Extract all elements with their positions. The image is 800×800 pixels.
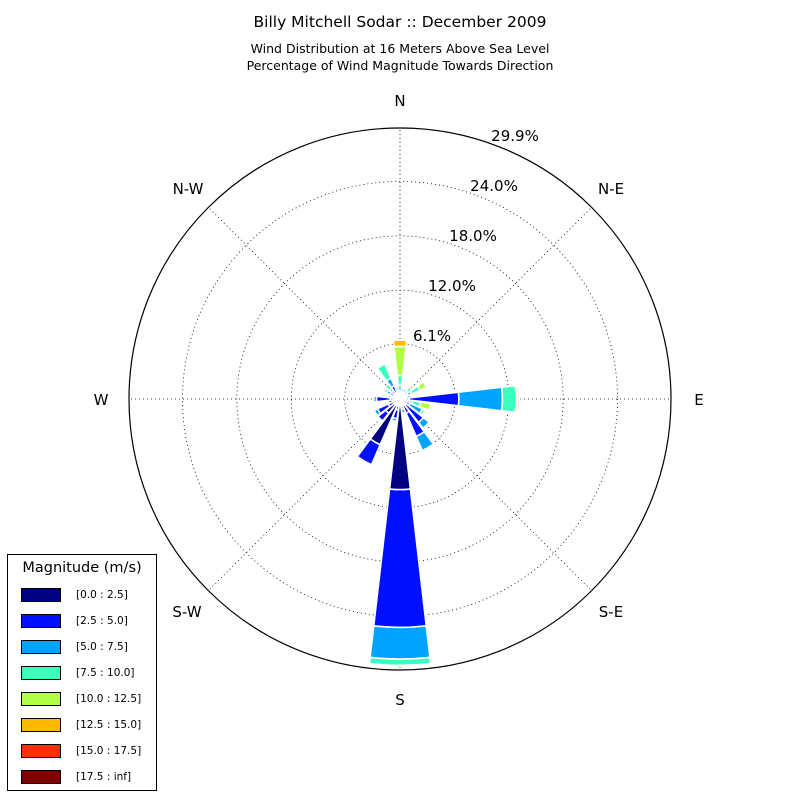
legend-swatch <box>21 718 61 732</box>
wind-bar-segment <box>422 380 429 389</box>
polar-frame <box>128 127 672 671</box>
direction-label: W <box>94 391 109 409</box>
axis-labels: 6.1% 12.0% 18.0% 24.0% 29.9% N N-E E S-E S S-W W N-W <box>94 92 704 709</box>
legend-swatch <box>21 770 61 784</box>
legend-label: [10.0 : 12.5] <box>76 693 142 705</box>
direction-label: N-W <box>173 180 204 198</box>
legend-label: [7.5 : 10.0] <box>76 667 135 679</box>
legend-swatch <box>21 692 61 706</box>
wind-bar-segment <box>392 339 408 348</box>
legend-swatch <box>21 744 61 758</box>
wind-bars <box>355 339 521 668</box>
legend-label: [15.0 : 17.5] <box>76 745 142 757</box>
wind-bar-segment <box>418 401 432 412</box>
wind-bar-segment <box>376 415 384 423</box>
chart-title: Billy Mitchell Sodar :: December 2009 <box>253 13 547 31</box>
legend-label: [12.5 : 15.0] <box>76 719 142 731</box>
direction-label: S <box>395 691 405 709</box>
wind-bar-segment <box>372 395 378 403</box>
wind-bar-segment <box>355 456 373 468</box>
direction-label: N <box>394 92 405 110</box>
direction-label: N-E <box>598 180 624 198</box>
wind-bar-segment <box>420 408 428 418</box>
direction-label: S-W <box>172 603 201 621</box>
legend-label: [5.0 : 7.5] <box>76 641 128 653</box>
angular-grid-line <box>399 398 592 591</box>
wind-bar-segment <box>368 662 432 668</box>
radial-tick-label: 6.1% <box>413 327 451 345</box>
legend-title: Magnitude (m/s) <box>22 560 142 576</box>
legend-swatch <box>21 640 61 654</box>
radial-grid-ring <box>182 181 618 617</box>
legend: Magnitude (m/s) [0.0 : 2.5] [2.5 : 5.0] … <box>7 554 157 791</box>
wind-bar-segment <box>421 442 436 454</box>
radial-tick-label: 29.9% <box>491 127 539 145</box>
wind-bar-segment <box>394 385 400 392</box>
wind-bar-segment <box>457 386 504 412</box>
radial-tick-label: 24.0% <box>470 177 518 195</box>
angular-grid-line <box>208 207 401 400</box>
radial-tick-label: 18.0% <box>449 227 497 245</box>
legend-swatch <box>21 614 61 628</box>
legend-swatch <box>21 666 61 680</box>
wind-bar-segment <box>500 384 517 414</box>
wind-bar-segment <box>516 384 521 414</box>
wind-bar-segment <box>372 488 428 629</box>
legend-label: [2.5 : 5.0] <box>76 615 128 627</box>
legend-label: [17.5 : inf] <box>76 771 132 783</box>
wind-bar-segment <box>396 374 404 387</box>
wind-bar-segment <box>393 345 407 377</box>
direction-label: E <box>694 391 703 409</box>
chart-subtitle-line-1: Wind Distribution at 16 Meters Above Sea… <box>250 41 550 56</box>
radial-tick-label: 12.0% <box>428 277 476 295</box>
direction-label: S-E <box>599 603 623 621</box>
legend-label: [0.0 : 2.5] <box>76 589 128 601</box>
wind-bar-segment <box>373 407 382 417</box>
wind-bar-segment <box>421 420 431 430</box>
angular-grid-line <box>208 398 401 591</box>
wind-bar-segment <box>369 625 431 660</box>
legend-swatch <box>21 588 61 602</box>
chart-subtitle-line-2: Percentage of Wind Magnitude Towards Dir… <box>246 58 554 73</box>
wind-bar-segment <box>376 363 393 382</box>
